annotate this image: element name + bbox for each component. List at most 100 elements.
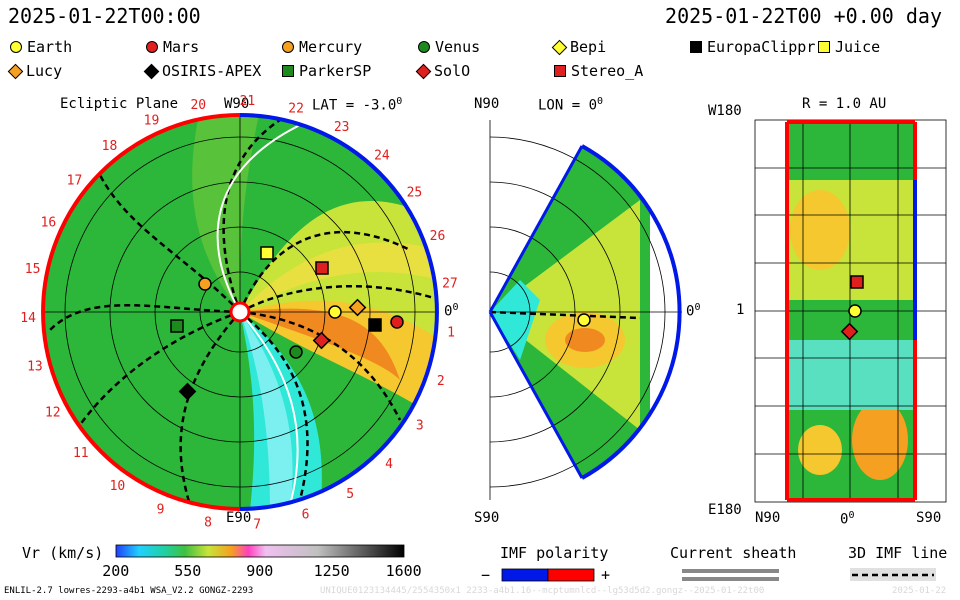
colorbar-tick: 200 xyxy=(102,562,130,580)
circle-icon xyxy=(418,41,430,53)
carrington-label: 17 xyxy=(67,174,83,189)
europaclipper-marker xyxy=(368,318,382,332)
meridional-earth-marker xyxy=(577,313,591,327)
square-icon xyxy=(818,41,830,53)
sphere-patch-3 xyxy=(798,425,842,475)
carrington-label: 20 xyxy=(190,98,206,113)
sphere-patch-2 xyxy=(852,400,908,480)
lucy-marker xyxy=(348,298,367,317)
legend-item-parkersp: ParkerSP xyxy=(282,62,371,80)
legend-label: Earth xyxy=(27,38,73,56)
sun-marker xyxy=(229,301,251,323)
footer-watermark: UNIQUE0123134445/2554350x1 2233-a4b1.16-… xyxy=(320,586,765,596)
imf-positive-swatch xyxy=(547,568,595,582)
vr-colorbar xyxy=(115,544,405,558)
carrington-label: 22 xyxy=(288,102,304,117)
meridional-top-label: N90 xyxy=(474,96,500,112)
legend-label: Mercury xyxy=(299,38,363,56)
imf-minus-sign: − xyxy=(481,566,491,584)
colorbar-tick: 900 xyxy=(246,562,274,580)
legend-label: Lucy xyxy=(26,62,63,80)
meridional-edge-bottom xyxy=(488,311,584,479)
sphere-stereo-a-marker xyxy=(850,275,864,289)
carrington-label: 14 xyxy=(20,311,36,326)
legend-label: Mars xyxy=(163,38,200,56)
carrington-label: 16 xyxy=(41,215,57,230)
carrington-label: 13 xyxy=(27,360,43,375)
carrington-label: 11 xyxy=(73,446,89,461)
legend-label: OSIRIS-APEX xyxy=(162,62,262,80)
circle-icon xyxy=(146,41,158,53)
carrington-label: 4 xyxy=(385,457,393,472)
sphere-x-mid-label: 00 xyxy=(840,510,855,528)
carrington-label: 15 xyxy=(25,262,41,277)
imf-polarity-label: IMF polarity xyxy=(500,544,609,562)
carrington-label: 26 xyxy=(430,229,446,244)
sphere-left-mid-label: 1 xyxy=(736,302,745,318)
parkersp-marker xyxy=(170,319,184,333)
carrington-label: 5 xyxy=(346,487,354,502)
sphere-patch-1 xyxy=(790,190,850,270)
mercury-marker xyxy=(198,277,212,291)
footer-right: 2025-01-22 xyxy=(892,586,947,596)
legend-item-earth: Earth xyxy=(10,38,72,56)
carrington-label: 23 xyxy=(334,120,350,135)
carrington-label: 10 xyxy=(110,479,126,494)
carrington-label: 19 xyxy=(144,113,160,128)
legend-label: ParkerSP xyxy=(299,62,372,80)
ecliptic-title: Ecliptic Plane xyxy=(60,96,179,112)
meridional-edge-top xyxy=(488,145,584,313)
sphere-bottom-left-label: E180 xyxy=(708,502,742,518)
imf-negative-swatch xyxy=(501,568,549,582)
carrington-label: 8 xyxy=(204,516,212,531)
ecliptic-right-label: 00 xyxy=(444,302,459,320)
carrington-label: 12 xyxy=(45,406,61,421)
legend-item-solo: SolO xyxy=(415,62,471,80)
meridional-bottom-label: S90 xyxy=(474,510,500,526)
square-icon xyxy=(282,65,294,77)
meridional-right-label: 00 xyxy=(686,302,701,320)
footer-model: ENLIL-2.7 lowres-2293-a4b1 WSA_V2.2 GONG… xyxy=(4,586,254,596)
colorbar-tick: 1250 xyxy=(313,562,350,580)
carrington-label: 21 xyxy=(240,94,256,109)
meridional-boundary xyxy=(581,144,682,480)
legend-item-europaclippr: EuropaClippr xyxy=(690,38,815,56)
ecliptic-top-label: W90 xyxy=(224,96,250,112)
legend-label: EuropaClippr xyxy=(707,38,816,56)
sphere-top-left-label: W180 xyxy=(708,103,742,119)
meridional-lon-label: LON = 00 xyxy=(538,96,604,114)
ecliptic-bottom-label: E90 xyxy=(226,510,252,526)
carrington-label: 1 xyxy=(447,326,455,341)
circle-icon xyxy=(10,41,22,53)
legend-item-venus: Venus xyxy=(418,38,480,56)
square-icon xyxy=(690,41,702,53)
carrington-label: 25 xyxy=(407,185,423,200)
legend-item-lucy: Lucy xyxy=(7,62,63,80)
legend-item-bepi: Bepi xyxy=(551,38,607,56)
carrington-label: 27 xyxy=(442,277,458,292)
datetime-left: 2025-01-22T00:00 xyxy=(8,4,201,28)
venus-marker xyxy=(289,345,303,359)
carrington-label: 18 xyxy=(102,139,118,154)
solo-marker xyxy=(312,331,331,350)
legend-label: SolO xyxy=(434,62,471,80)
sphere-band-2 xyxy=(787,340,915,410)
current-sheath-label: Current sheath xyxy=(670,544,797,562)
datetime-right: 2025-01-22T00 +0.00 day xyxy=(665,4,942,28)
carrington-label: 2 xyxy=(437,374,445,389)
legend-item-mercury: Mercury xyxy=(282,38,362,56)
carrington-label: 7 xyxy=(253,517,261,532)
legend-label: Stereo_A xyxy=(571,62,644,80)
colorbar-label: Vr (km/s) xyxy=(22,544,104,562)
sphere-title: R = 1.0 AU xyxy=(802,96,887,112)
sphere-solo-marker xyxy=(840,322,859,341)
ecliptic-boundary-negative xyxy=(239,113,439,511)
legend-item-stereo-a: Stereo_A xyxy=(554,62,643,80)
legend-item-osiris-apex: OSIRIS-APEX xyxy=(143,62,262,80)
imf-line-label: 3D IMF line xyxy=(848,544,948,562)
legend-label: Bepi xyxy=(570,38,607,56)
ecliptic-lat-label: LAT = -3.00 xyxy=(312,96,403,114)
legend-item-juice: Juice xyxy=(818,38,880,56)
